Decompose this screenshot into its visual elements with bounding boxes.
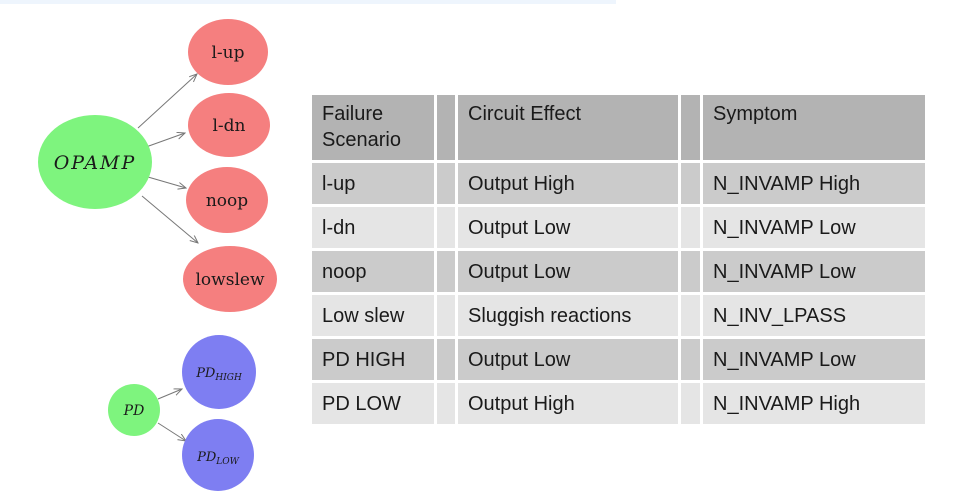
- cell-spacer: [681, 339, 700, 380]
- cell-symptom: N_INVAMP Low: [703, 207, 925, 248]
- cell-effect: Output High: [458, 163, 678, 204]
- node-lowslew: [183, 246, 277, 312]
- edge-opamp-noop: [147, 176, 186, 188]
- node-pd-low-label: PDLOW: [196, 450, 240, 467]
- node-pd-low: [182, 419, 254, 491]
- failure-scenario-table: Failure Scenario Circuit Effect Symptom …: [309, 92, 928, 427]
- header-spacer-1: [437, 95, 455, 160]
- node-pd-label: PD: [123, 403, 145, 419]
- header-circuit-effect: Circuit Effect: [458, 95, 678, 160]
- node-l-up-label: l-up: [211, 43, 244, 63]
- cell-symptom: N_INVAMP Low: [703, 339, 925, 380]
- cell-spacer: [437, 295, 455, 336]
- cell-scenario: PD HIGH: [312, 339, 434, 380]
- pd-high-base: PD: [195, 366, 216, 381]
- node-pd: [108, 384, 160, 436]
- cell-scenario: PD LOW: [312, 383, 434, 424]
- table-row: PD LOW Output High N_INVAMP High: [312, 383, 925, 424]
- node-l-dn-label: l-dn: [212, 116, 245, 136]
- cell-scenario: Low slew: [312, 295, 434, 336]
- edge-opamp-lowslew: [141, 195, 198, 243]
- cell-spacer: [437, 339, 455, 380]
- header-failure-scenario: Failure Scenario: [312, 95, 434, 160]
- cell-spacer: [437, 207, 455, 248]
- cell-spacer: [437, 163, 455, 204]
- cell-scenario: l-dn: [312, 207, 434, 248]
- cell-effect: Sluggish reactions: [458, 295, 678, 336]
- cell-effect: Output Low: [458, 339, 678, 380]
- cell-scenario: l-up: [312, 163, 434, 204]
- cell-scenario: noop: [312, 251, 434, 292]
- pd-low-base: PD: [196, 450, 217, 465]
- pd-high-subscript: HIGH: [214, 373, 242, 383]
- cell-symptom: N_INVAMP High: [703, 163, 925, 204]
- cell-symptom: N_INVAMP High: [703, 383, 925, 424]
- edge-opamp-ldn: [145, 133, 185, 148]
- cell-spacer: [681, 383, 700, 424]
- pd-low-subscript: LOW: [215, 457, 239, 467]
- table-row: l-up Output High N_INVAMP High: [312, 163, 925, 204]
- cell-spacer: [437, 251, 455, 292]
- node-noop-label: noop: [206, 191, 248, 211]
- header-spacer-2: [681, 95, 700, 160]
- cell-symptom: N_INVAMP Low: [703, 251, 925, 292]
- edge-pd-pdlow: [157, 422, 186, 441]
- node-l-up: [188, 19, 268, 85]
- cell-spacer: [681, 207, 700, 248]
- cell-spacer: [681, 295, 700, 336]
- cell-spacer: [681, 251, 700, 292]
- node-noop: [186, 167, 268, 233]
- header-symptom: Symptom: [703, 95, 925, 160]
- table-row: PD HIGH Output Low N_INVAMP Low: [312, 339, 925, 380]
- node-opamp-label: OPAMP: [54, 152, 137, 174]
- node-l-dn: [188, 93, 270, 157]
- cell-spacer: [437, 383, 455, 424]
- cell-effect: Output High: [458, 383, 678, 424]
- table-header-row: Failure Scenario Circuit Effect Symptom: [312, 95, 925, 160]
- node-pd-high: [182, 335, 256, 409]
- cell-spacer: [681, 163, 700, 204]
- cell-effect: Output Low: [458, 251, 678, 292]
- table-row: l-dn Output Low N_INVAMP Low: [312, 207, 925, 248]
- fault-tree-diagram: OPAMP l-up l-dn noop lowslew PD PDHIGH P…: [38, 19, 277, 491]
- table-row: noop Output Low N_INVAMP Low: [312, 251, 925, 292]
- node-opamp: [38, 115, 152, 209]
- edge-pd-pdhigh: [157, 389, 182, 400]
- cell-symptom: N_INV_LPASS: [703, 295, 925, 336]
- cell-effect: Output Low: [458, 207, 678, 248]
- node-lowslew-label: lowslew: [196, 270, 265, 290]
- edge-opamp-lup: [137, 74, 197, 129]
- table-row: Low slew Sluggish reactions N_INV_LPASS: [312, 295, 925, 336]
- node-pd-high-label: PDHIGH: [195, 366, 242, 383]
- top-accent-strip: [0, 0, 616, 4]
